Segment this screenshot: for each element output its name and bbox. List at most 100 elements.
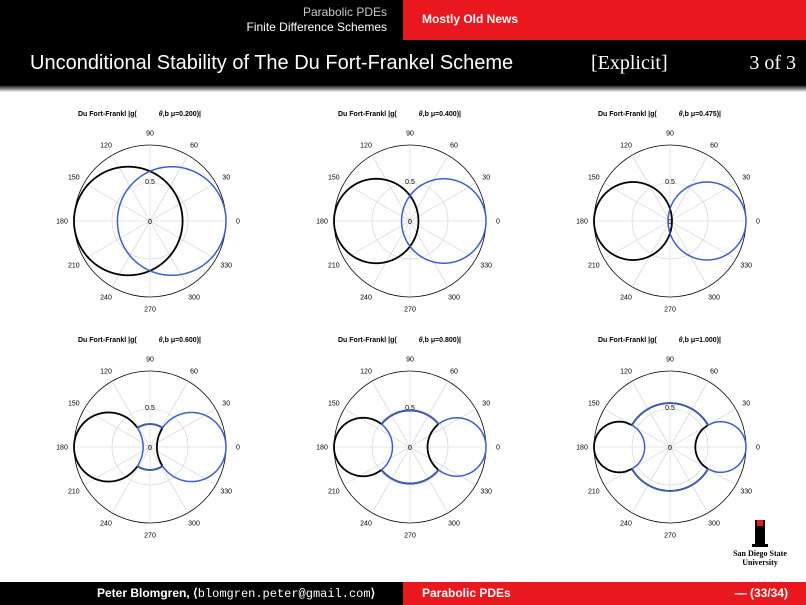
footer-right: Parabolic PDEs — (33/34): [403, 582, 806, 605]
chart5-title-main: Du Fort-Frankl |g(: [338, 337, 397, 344]
header-left: Parabolic PDEs Finite Difference Schemes: [0, 0, 403, 40]
footer-topic[interactable]: Parabolic PDEs: [422, 586, 511, 600]
chart6-series-inner: [631, 402, 747, 492]
chart6-angle-label: 300: [708, 521, 720, 528]
chart1-series-inner: [116, 165, 227, 277]
chart5-angle-label: 180: [316, 445, 328, 452]
chart6-angle-label: 180: [576, 445, 588, 452]
chart4-title: Du Fort-Frankl |g(θ,b μ=0.600)|: [78, 337, 201, 344]
chart3-title-main: Du Fort-Frankl |g(: [598, 111, 657, 118]
chart4-radial-label: 0.5: [145, 405, 155, 412]
header-section[interactable]: Mostly Old News: [422, 12, 519, 26]
chart2-radial-label: 0: [408, 219, 412, 226]
slide-page: 3 of 3: [749, 52, 796, 74]
chart6-title-theta: θ: [679, 337, 683, 344]
chart1-radial-label: 0.5: [145, 179, 155, 186]
chart2-angle-label: 60: [450, 142, 458, 149]
chart2-title: Du Fort-Frankl |g(θ,b μ=0.400)|: [338, 111, 461, 118]
chart2-angle-label: 120: [360, 142, 372, 149]
chart4-angle-label: 330: [220, 489, 232, 496]
chart4-grid-spoke: [84, 408, 216, 486]
footer-email-close: ⟩: [370, 586, 376, 600]
chart3-title-suffix: ,b: [683, 111, 691, 118]
chart5-angle-label: 240: [360, 521, 372, 528]
footer-email-open: ⟨: [193, 586, 198, 600]
chart3-angle-label: 30: [742, 175, 750, 182]
chart6-angle-label: 210: [588, 489, 600, 496]
chart4-angle-label: 0: [236, 445, 240, 452]
logo-line2: University: [742, 558, 778, 567]
chart2-angle-label: 90: [406, 131, 414, 138]
chart3-angle-label: 240: [620, 295, 632, 302]
chart1-title-theta: θ: [159, 111, 163, 118]
chart5-angle-label: 0: [496, 445, 500, 452]
footer-page[interactable]: — (33/34): [734, 586, 788, 600]
chart2-angle-label: 300: [448, 295, 460, 302]
chart1-angle-label: 270: [144, 307, 156, 314]
header-course[interactable]: Parabolic PDEs: [302, 5, 387, 19]
chart2-angle-label: 0: [496, 219, 500, 226]
chart3-radial-label: 0: [668, 219, 672, 226]
footer-author-line: Peter Blomgren, ⟨blomgren.peter@gmail.co…: [97, 586, 375, 601]
chart6-angle-label: 240: [620, 521, 632, 528]
chart3-angle-label: 210: [588, 263, 600, 270]
slide-tag: [Explicit]: [591, 52, 668, 74]
chart1-title: Du Fort-Frankl |g(θ,b μ=0.200)|: [78, 111, 201, 118]
chart4-title-suffix: ,b: [163, 337, 171, 344]
chart3-angle-label: 60: [710, 142, 718, 149]
chart2-angle-label: 210: [328, 263, 340, 270]
chart3-angle-label: 270: [664, 307, 676, 314]
chart3-angle-label: 300: [708, 295, 720, 302]
chart4-radial-label: 0: [148, 445, 152, 452]
chart1-angle-label: 210: [68, 263, 80, 270]
chart5-angle-label: 120: [360, 368, 372, 375]
university-logo: San Diego State University: [725, 518, 795, 568]
chart2-grid-spoke: [344, 182, 476, 260]
chart1-grid-spoke: [84, 182, 216, 260]
chart1-angle-label: 0: [236, 219, 240, 226]
chart5-title-suffix: ,b: [423, 337, 431, 344]
chart5-angle-label: 60: [450, 368, 458, 375]
chart4-angle-label: 270: [144, 533, 156, 540]
chart6-title-suffix: ,b: [683, 337, 691, 344]
chart2-angle-label: 150: [328, 175, 340, 182]
chart6-angle-label: 150: [588, 401, 600, 408]
header-subtitle[interactable]: Finite Difference Schemes: [246, 20, 387, 34]
chart3-angle-label: 330: [740, 263, 752, 270]
chart2-title-main: Du Fort-Frankl |g(: [338, 111, 397, 118]
chart5-angle-label: 90: [406, 357, 414, 364]
chart2-radial-label: 0.5: [405, 179, 415, 186]
chart1-angle-label: 90: [146, 131, 154, 138]
chart3-series-inner: [667, 181, 747, 261]
chart1-angle-label: 240: [100, 295, 112, 302]
chart2-angle-label: 330: [480, 263, 492, 270]
chart1-angle-label: 60: [190, 142, 198, 149]
chart5-title-mu: μ=0.800)|: [431, 337, 461, 344]
chart4-angle-label: 30: [222, 401, 230, 408]
chart6-angle-label: 60: [710, 368, 718, 375]
chart1-title-mu: μ=0.200)|: [171, 111, 201, 118]
chart1-title-suffix: ,b: [163, 111, 171, 118]
chart2-angle-label: 30: [482, 175, 490, 182]
chart2-title-theta: θ: [419, 111, 423, 118]
footer-email[interactable]: blomgren.peter@gmail.com: [197, 587, 371, 601]
chart3-title-mu: μ=0.475)|: [691, 111, 721, 118]
chart4-angle-label: 240: [100, 521, 112, 528]
chart5-radial-label: 0.5: [405, 405, 415, 412]
chart5-angle-label: 270: [404, 533, 416, 540]
chart2-title-mu: μ=0.400)|: [431, 111, 461, 118]
chart2-angle-label: 180: [316, 219, 328, 226]
chart6-angle-label: 30: [742, 401, 750, 408]
chart3-angle-label: 90: [666, 131, 674, 138]
chart2-series-inner: [400, 178, 487, 264]
chart3-angle-label: 150: [588, 175, 600, 182]
chart5-angle-label: 150: [328, 401, 340, 408]
chart5-series-inner: [380, 409, 487, 485]
chart1-angle-label: 120: [100, 142, 112, 149]
chart6-angle-label: 330: [740, 489, 752, 496]
chart6-radial-label: 0.5: [665, 405, 675, 412]
chart5-grid-spoke: [344, 408, 476, 486]
chart4-angle-label: 60: [190, 368, 198, 375]
chart3-series-outer: [593, 181, 673, 261]
